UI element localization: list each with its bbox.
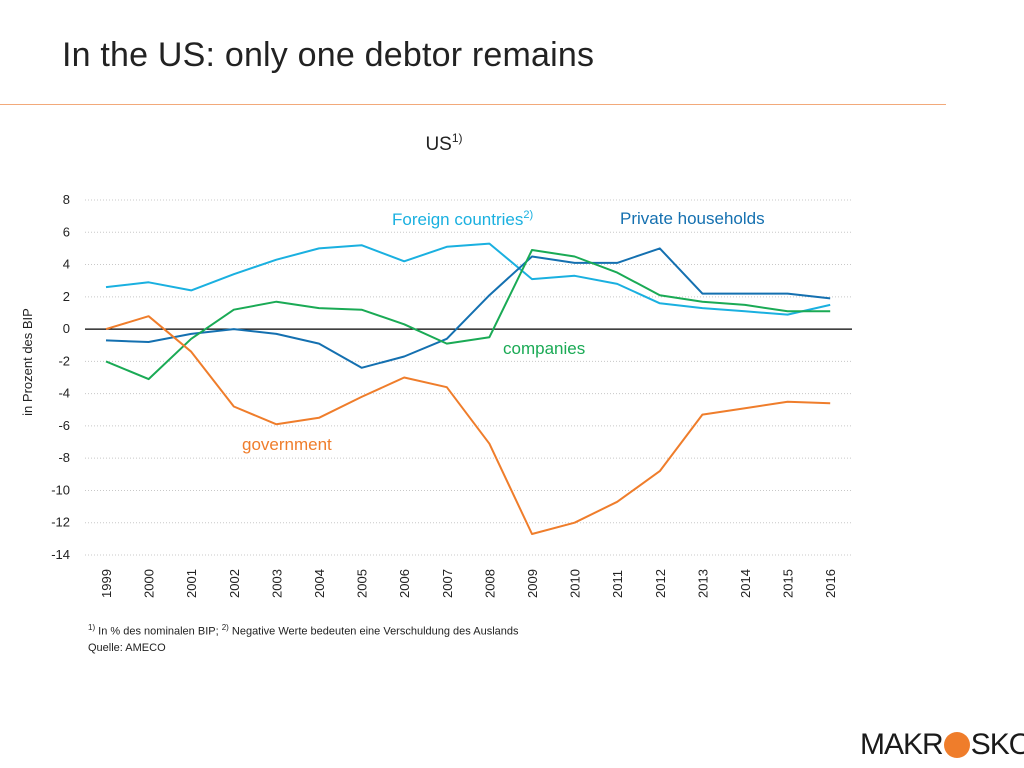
y-tick-label: -10 xyxy=(51,482,70,497)
x-tick-label: 2000 xyxy=(142,569,157,598)
x-tick-label: 2006 xyxy=(397,569,412,598)
x-tick-label: 2010 xyxy=(568,569,583,598)
x-tick-label: 2015 xyxy=(781,569,796,598)
y-tick-label: 2 xyxy=(63,289,70,304)
y-tick-label: -12 xyxy=(51,515,70,530)
x-tick-label: 2004 xyxy=(312,569,327,598)
x-tick-label: 2002 xyxy=(227,569,242,598)
chart-title-sup: 1) xyxy=(452,131,463,145)
series-label-government: government xyxy=(242,435,332,454)
x-tick-label: 2005 xyxy=(355,569,370,598)
series-line-companies xyxy=(105,249,831,381)
x-tick-labels: 1999 2000 2001 2002 2003 2004 2005 2006 2007 2008… xyxy=(99,569,838,598)
x-tick-label: 2011 xyxy=(610,570,625,598)
title-divider xyxy=(0,104,946,105)
y-tick-label: 8 xyxy=(63,192,70,207)
logo-dot-icon xyxy=(943,732,970,758)
series-line-private-households xyxy=(105,247,831,369)
makroskop-logo: MAKR SKOP xyxy=(860,725,1024,765)
series-lines xyxy=(105,242,831,535)
y-tick-label: -6 xyxy=(58,418,70,433)
chart-title: US1) xyxy=(425,131,462,155)
chart-title-text: US xyxy=(425,134,451,155)
x-tick-label: 2013 xyxy=(695,569,710,598)
x-tick-label: 2008 xyxy=(482,569,497,598)
grid xyxy=(85,199,852,556)
slide-title: In the US: only one debtor remains xyxy=(62,36,595,74)
y-tick-label: -14 xyxy=(51,547,70,562)
footnote-1-text: In % des nominalen BIP; xyxy=(95,625,222,638)
footnotes: 1) In % des nominalen BIP; 2) Negative W… xyxy=(88,620,519,656)
series-labels: Foreign countries2) Private households com… xyxy=(242,209,765,454)
y-tick-label: -2 xyxy=(58,353,70,368)
footnote-2-text: Negative Werte bedeuten eine Verschuldun… xyxy=(228,625,519,638)
logo-text-right: SKOP xyxy=(970,728,1024,761)
x-tick-label: 2014 xyxy=(738,569,753,598)
y-axis-label: in Prozent des BIP xyxy=(20,308,35,416)
series-line-foreign-countries xyxy=(105,242,831,316)
x-tick-label: 1999 xyxy=(99,569,114,598)
y-tick-label: 0 xyxy=(63,321,70,336)
y-tick-labels: 8 6 4 2 0 -2 -4 -6 -8 -10 -12 -14 xyxy=(51,192,70,562)
y-tick-label: 6 xyxy=(63,224,70,239)
x-tick-label: 2016 xyxy=(823,569,838,598)
series-label-foreign-countries: Foreign countries2) xyxy=(392,209,533,229)
series-label-private-households: Private households xyxy=(620,209,765,228)
x-tick-label: 2001 xyxy=(184,569,199,598)
series-line-government xyxy=(105,315,831,535)
source-note: Quelle: AMECO xyxy=(88,641,166,654)
y-tick-label: -4 xyxy=(58,386,70,401)
x-tick-label: 2003 xyxy=(269,569,284,598)
y-tick-label: -8 xyxy=(58,450,70,465)
footnote-2-marker: 2) xyxy=(221,623,229,632)
footnote-line-1: 1) In % des nominalen BIP; 2) Negative W… xyxy=(88,620,519,640)
series-label-companies: companies xyxy=(503,339,585,358)
x-tick-label: 2009 xyxy=(525,569,540,598)
y-tick-label: 4 xyxy=(63,257,70,272)
footnote-1-marker: 1) xyxy=(88,623,96,632)
x-tick-label: 2012 xyxy=(653,569,668,598)
x-tick-label: 2007 xyxy=(440,569,455,598)
logo-text-left: MAKR xyxy=(860,728,944,761)
